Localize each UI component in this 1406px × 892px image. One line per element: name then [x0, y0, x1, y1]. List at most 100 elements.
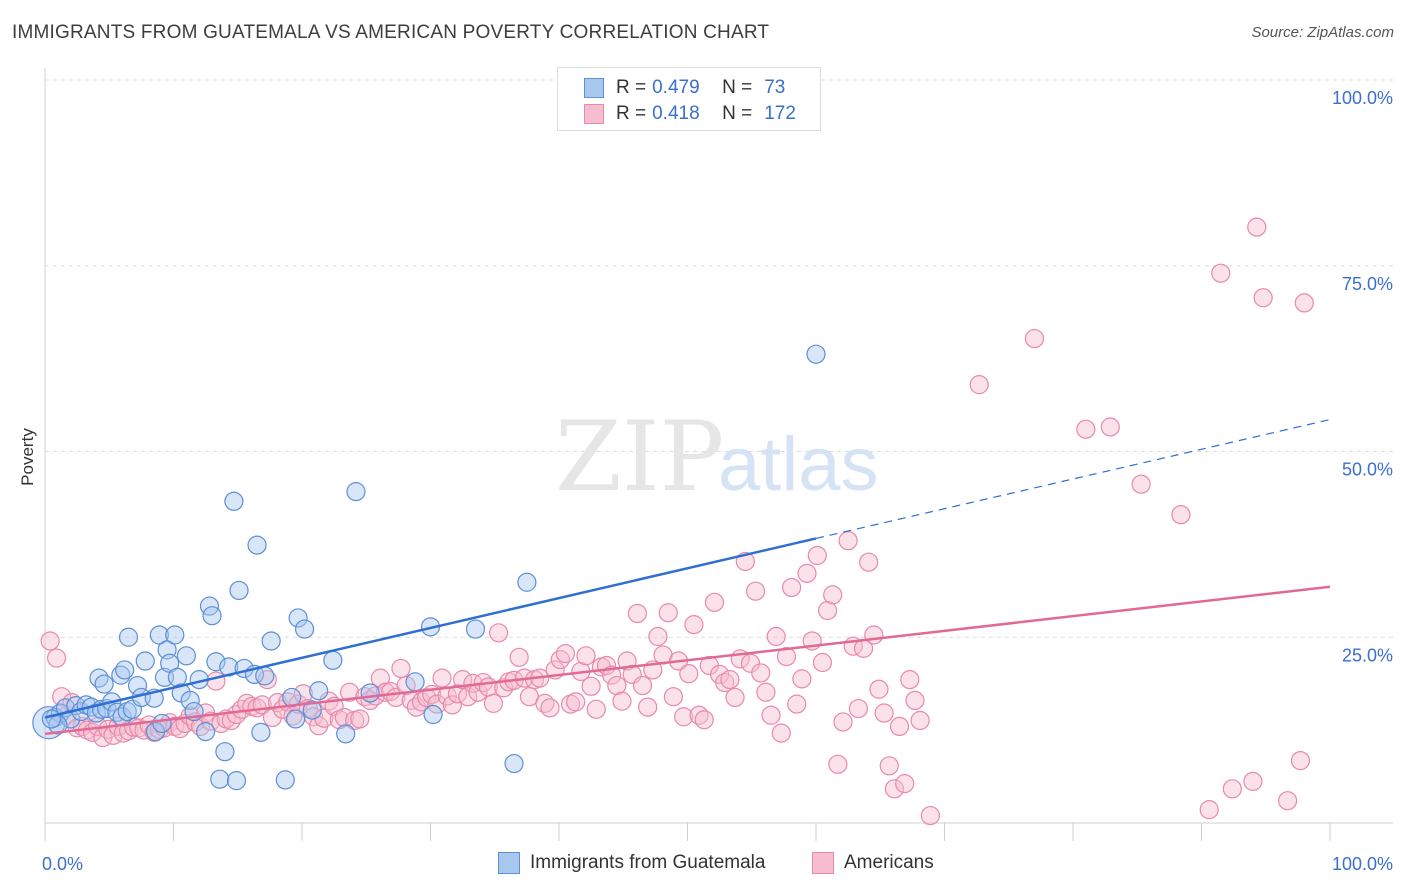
- axes: [44, 68, 1393, 841]
- americans-point: [787, 694, 807, 714]
- legend-n-label: N =: [722, 103, 753, 124]
- americans-point: [756, 682, 776, 702]
- americans-point: [406, 697, 426, 717]
- americans-point: [823, 585, 843, 605]
- guatemala-point: [89, 668, 109, 688]
- guatemala-point: [465, 619, 486, 639]
- americans-point: [442, 695, 462, 715]
- americans-point: [370, 668, 390, 688]
- americans-point: [751, 663, 771, 683]
- guatemala-point: [247, 535, 267, 555]
- americans-point: [540, 698, 560, 718]
- guatemala-point: [504, 753, 524, 774]
- legend-swatch-pink: [584, 104, 604, 124]
- americans-point: [1199, 800, 1219, 820]
- americans-point: [781, 577, 802, 598]
- guatemala-point: [261, 631, 281, 651]
- chart-title: IMMIGRANTS FROM GUATEMALA VS AMERICAN PO…: [12, 22, 770, 43]
- americans-point: [833, 712, 853, 732]
- y-tick-label: 75.0%: [1342, 274, 1393, 294]
- y-tick-labels: 25.0% 50.0% 75.0% 100.0%: [1332, 88, 1393, 665]
- americans-point: [293, 684, 313, 704]
- americans-point: [46, 648, 67, 668]
- americans-point: [339, 682, 360, 702]
- watermark-atlas: atlas: [718, 422, 879, 507]
- americans-point: [797, 563, 817, 583]
- americans-point: [920, 805, 940, 826]
- source-label: Source: ZipAtlas.com: [1251, 24, 1394, 41]
- guatemala-point: [275, 770, 295, 790]
- americans-point: [859, 552, 879, 572]
- bottom-legend-swatch-blue: [498, 852, 520, 874]
- americans-point: [638, 697, 658, 717]
- americans-point: [874, 703, 894, 723]
- guatemala-point: [215, 742, 235, 762]
- americans-point: [432, 668, 452, 688]
- americans-point: [1253, 288, 1273, 308]
- americans-point: [1024, 328, 1045, 349]
- americans-point: [427, 694, 447, 714]
- x-tick-label-min: 0.0%: [42, 854, 83, 874]
- grid-lines: [45, 79, 1393, 638]
- americans-point: [509, 647, 529, 667]
- americans-point: [489, 623, 509, 643]
- americans-point: [1294, 293, 1314, 313]
- americans-point: [704, 592, 725, 612]
- americans-point: [725, 687, 745, 708]
- legend-r-value: 0.418: [652, 103, 700, 124]
- americans-point: [828, 754, 848, 774]
- americans-point: [864, 625, 884, 645]
- americans-point: [627, 603, 647, 624]
- americans-point: [1290, 750, 1311, 771]
- legend-n-value: 172: [764, 103, 796, 124]
- y-tick-label: 50.0%: [1342, 460, 1393, 480]
- americans-point: [746, 581, 766, 601]
- americans-point: [761, 705, 781, 725]
- watermark-zip: ZIP: [555, 401, 724, 513]
- americans-point: [674, 707, 694, 727]
- guatemala-point: [118, 627, 139, 647]
- guatemala-point: [346, 482, 366, 502]
- americans-point: [494, 678, 514, 698]
- guatemala-point: [149, 625, 169, 645]
- guatemala-point: [224, 491, 244, 511]
- americans-point: [483, 693, 504, 713]
- guatemala-point: [226, 771, 247, 791]
- bottom-legend-americans: Americans: [812, 852, 934, 874]
- guatemala-point: [94, 674, 114, 694]
- guatemala-point: [127, 675, 148, 696]
- americans-point: [658, 603, 678, 623]
- guatemala-point: [255, 666, 275, 686]
- guatemala-point: [202, 606, 222, 626]
- americans-point: [889, 716, 910, 737]
- americans-point: [879, 756, 899, 776]
- guatemala-point: [41, 709, 62, 729]
- legend-n-label: N =: [722, 77, 753, 98]
- guatemala-point: [323, 650, 343, 670]
- americans-point: [776, 646, 797, 667]
- x-tick-label-max: 100.0%: [1332, 854, 1393, 874]
- americans-point: [1211, 263, 1231, 283]
- americans-point: [375, 682, 396, 702]
- guatemala-point: [210, 769, 230, 789]
- guatemala-point: [111, 665, 131, 685]
- americans-point: [206, 671, 226, 691]
- guatemala-point: [360, 683, 380, 703]
- americans-point: [684, 615, 704, 635]
- americans-point: [969, 375, 989, 395]
- guatemala-point: [167, 667, 187, 687]
- americans-point: [838, 531, 858, 551]
- guatemala-point: [196, 722, 216, 742]
- guatemala-point: [86, 703, 107, 723]
- legend-n-value: 73: [764, 77, 786, 98]
- americans-point: [792, 669, 812, 689]
- guatemala-point: [302, 700, 322, 720]
- americans-point: [1222, 779, 1242, 799]
- americans-point: [391, 658, 411, 679]
- americans-point: [869, 679, 889, 699]
- americans-point: [52, 687, 72, 707]
- americans-point: [581, 676, 601, 696]
- americans-point: [694, 710, 714, 730]
- americans-point: [1100, 417, 1120, 437]
- guatemala-point: [517, 572, 537, 592]
